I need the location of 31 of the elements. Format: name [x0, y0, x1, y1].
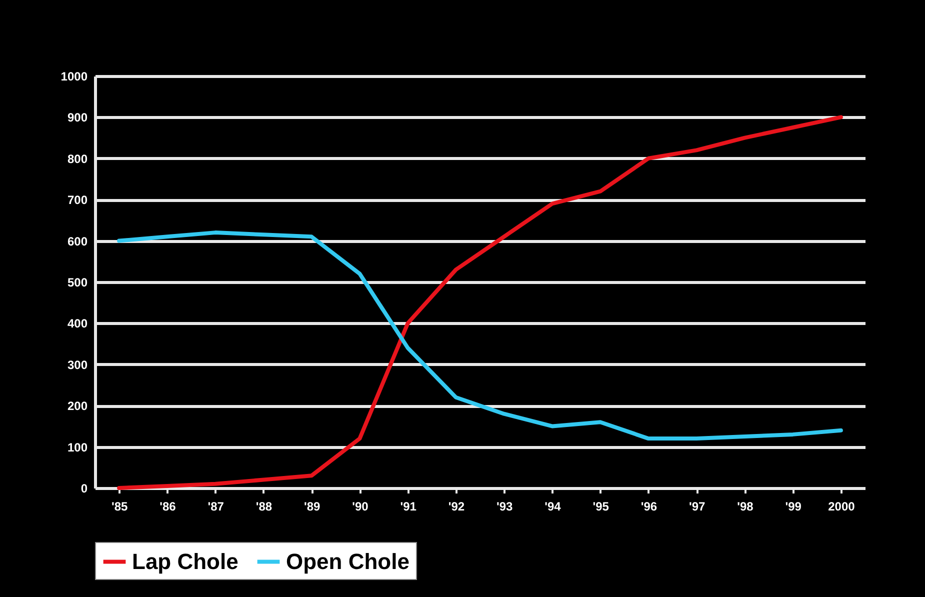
x-tick-label: '96 — [640, 500, 658, 514]
x-tick-label: '87 — [208, 500, 224, 514]
x-tick-label: '97 — [688, 500, 706, 514]
y-tick-label: 900 — [67, 110, 88, 125]
legend-label: Lap Chole — [132, 548, 238, 574]
x-tick-label: '99 — [785, 500, 802, 514]
y-tick-label: 1000 — [60, 70, 88, 84]
y-tick-label: 500 — [67, 276, 88, 290]
x-tick-label: '93 — [496, 500, 513, 514]
line-series — [117, 115, 843, 490]
y-tick-label: 100 — [67, 440, 88, 454]
y-tick-label: 800 — [67, 152, 88, 166]
y-tick-label: 300 — [67, 358, 88, 372]
x-tick-label: '98 — [737, 500, 754, 514]
y-tick-label: 200 — [67, 399, 88, 414]
x-tick-label: '90 — [352, 500, 369, 514]
y-tick-label: 0 — [80, 482, 88, 496]
x-tick-label: '91 — [400, 500, 417, 514]
x-tick-label: '85 — [111, 500, 128, 514]
y-tick-label: 700 — [67, 193, 88, 208]
x-tick-label: 2000 — [828, 500, 856, 514]
legend-label: Open Chole — [286, 548, 410, 574]
line-series — [117, 230, 843, 441]
x-tick-label: '86 — [160, 500, 176, 514]
x-tick-label: '92 — [448, 500, 465, 514]
x-tick-label: '94 — [544, 500, 562, 514]
y-tick-label: 400 — [67, 316, 88, 331]
x-tick-label: '95 — [592, 500, 610, 514]
x-tick-label: '89 — [304, 500, 320, 514]
x-tick-label: '88 — [256, 500, 272, 514]
y-tick-label: 600 — [67, 234, 88, 248]
